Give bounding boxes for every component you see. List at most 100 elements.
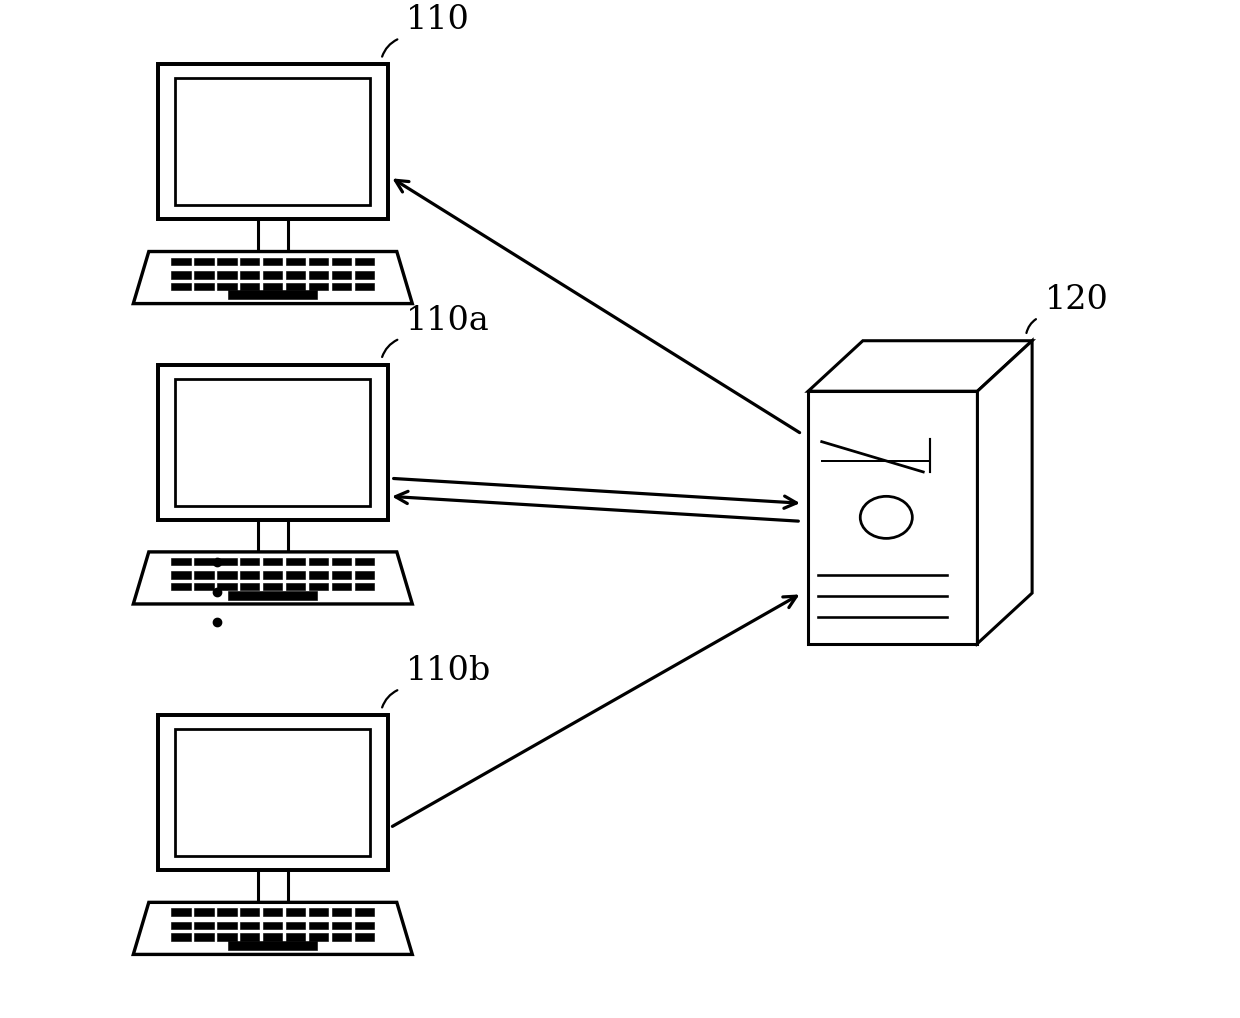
FancyBboxPatch shape <box>286 908 305 916</box>
FancyBboxPatch shape <box>263 271 283 279</box>
FancyBboxPatch shape <box>808 391 977 643</box>
Polygon shape <box>134 552 412 604</box>
FancyBboxPatch shape <box>263 583 283 590</box>
FancyBboxPatch shape <box>332 271 351 279</box>
FancyBboxPatch shape <box>332 258 351 265</box>
FancyBboxPatch shape <box>195 908 213 916</box>
FancyBboxPatch shape <box>241 583 259 590</box>
FancyBboxPatch shape <box>241 571 259 579</box>
FancyBboxPatch shape <box>309 908 329 916</box>
FancyBboxPatch shape <box>217 571 237 579</box>
FancyBboxPatch shape <box>286 558 305 565</box>
Polygon shape <box>808 341 1032 391</box>
FancyBboxPatch shape <box>332 571 351 579</box>
FancyBboxPatch shape <box>309 558 329 565</box>
FancyBboxPatch shape <box>171 258 191 265</box>
FancyBboxPatch shape <box>355 271 374 279</box>
FancyBboxPatch shape <box>309 271 329 279</box>
FancyBboxPatch shape <box>286 583 305 590</box>
Text: 110: 110 <box>407 4 470 37</box>
FancyBboxPatch shape <box>195 583 213 590</box>
FancyBboxPatch shape <box>241 908 259 916</box>
FancyArrowPatch shape <box>382 340 397 357</box>
FancyBboxPatch shape <box>217 908 237 916</box>
FancyBboxPatch shape <box>228 290 317 299</box>
FancyBboxPatch shape <box>355 922 374 929</box>
FancyArrowPatch shape <box>382 40 397 57</box>
FancyBboxPatch shape <box>217 558 237 565</box>
FancyBboxPatch shape <box>171 571 191 579</box>
FancyBboxPatch shape <box>332 934 351 941</box>
FancyBboxPatch shape <box>195 934 213 941</box>
FancyBboxPatch shape <box>241 258 259 265</box>
FancyBboxPatch shape <box>355 934 374 941</box>
FancyBboxPatch shape <box>309 283 329 290</box>
FancyBboxPatch shape <box>217 271 237 279</box>
FancyBboxPatch shape <box>355 258 374 265</box>
FancyBboxPatch shape <box>286 571 305 579</box>
FancyBboxPatch shape <box>217 258 237 265</box>
FancyArrowPatch shape <box>382 690 397 708</box>
FancyBboxPatch shape <box>332 283 351 290</box>
FancyBboxPatch shape <box>286 922 305 929</box>
FancyBboxPatch shape <box>355 571 374 579</box>
FancyBboxPatch shape <box>176 379 370 506</box>
FancyBboxPatch shape <box>263 934 283 941</box>
FancyBboxPatch shape <box>355 558 374 565</box>
Text: 120: 120 <box>1044 284 1109 316</box>
Polygon shape <box>134 902 412 955</box>
FancyBboxPatch shape <box>171 558 191 565</box>
FancyBboxPatch shape <box>241 283 259 290</box>
FancyBboxPatch shape <box>176 729 370 856</box>
FancyBboxPatch shape <box>217 922 237 929</box>
FancyBboxPatch shape <box>263 258 283 265</box>
FancyBboxPatch shape <box>263 922 283 929</box>
FancyBboxPatch shape <box>241 922 259 929</box>
Polygon shape <box>134 251 412 303</box>
FancyBboxPatch shape <box>195 258 213 265</box>
FancyBboxPatch shape <box>217 583 237 590</box>
FancyBboxPatch shape <box>228 942 317 950</box>
FancyBboxPatch shape <box>171 583 191 590</box>
FancyBboxPatch shape <box>286 283 305 290</box>
FancyBboxPatch shape <box>171 934 191 941</box>
FancyBboxPatch shape <box>195 271 213 279</box>
FancyBboxPatch shape <box>176 78 370 206</box>
FancyBboxPatch shape <box>332 922 351 929</box>
FancyBboxPatch shape <box>217 283 237 290</box>
FancyBboxPatch shape <box>241 934 259 941</box>
FancyBboxPatch shape <box>332 583 351 590</box>
Circle shape <box>861 497 913 539</box>
FancyBboxPatch shape <box>332 558 351 565</box>
FancyBboxPatch shape <box>309 934 329 941</box>
FancyBboxPatch shape <box>355 583 374 590</box>
FancyBboxPatch shape <box>309 583 329 590</box>
FancyBboxPatch shape <box>263 571 283 579</box>
FancyBboxPatch shape <box>309 258 329 265</box>
FancyBboxPatch shape <box>286 934 305 941</box>
FancyBboxPatch shape <box>195 922 213 929</box>
FancyBboxPatch shape <box>263 908 283 916</box>
FancyBboxPatch shape <box>171 908 191 916</box>
FancyBboxPatch shape <box>355 283 374 290</box>
FancyBboxPatch shape <box>159 715 387 870</box>
FancyBboxPatch shape <box>159 364 387 520</box>
FancyBboxPatch shape <box>263 558 283 565</box>
FancyBboxPatch shape <box>159 64 387 220</box>
Text: 110b: 110b <box>407 655 491 687</box>
FancyBboxPatch shape <box>171 271 191 279</box>
FancyBboxPatch shape <box>217 934 237 941</box>
FancyBboxPatch shape <box>309 922 329 929</box>
FancyBboxPatch shape <box>195 571 213 579</box>
FancyBboxPatch shape <box>355 908 374 916</box>
FancyBboxPatch shape <box>171 283 191 290</box>
FancyBboxPatch shape <box>263 283 283 290</box>
Polygon shape <box>977 341 1032 643</box>
FancyBboxPatch shape <box>241 558 259 565</box>
FancyBboxPatch shape <box>309 571 329 579</box>
FancyBboxPatch shape <box>332 908 351 916</box>
FancyBboxPatch shape <box>286 271 305 279</box>
FancyBboxPatch shape <box>286 258 305 265</box>
FancyBboxPatch shape <box>228 590 317 600</box>
FancyBboxPatch shape <box>241 271 259 279</box>
